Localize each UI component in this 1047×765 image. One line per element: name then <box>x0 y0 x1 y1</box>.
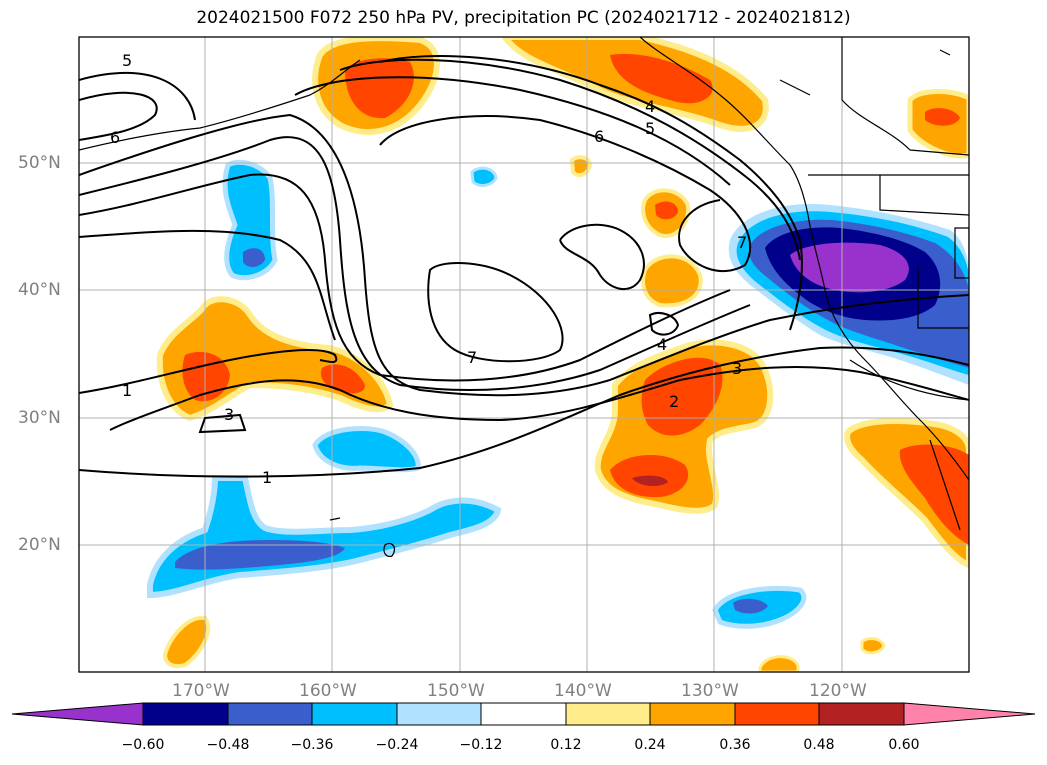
colorbar-tick: −0.24 <box>375 737 419 753</box>
lat-label: 50°N <box>18 153 61 173</box>
colorbar-tick: −0.60 <box>121 737 165 753</box>
contour-label: 1 <box>262 468 272 487</box>
contour-label: 4 <box>645 97 655 116</box>
graticule <box>79 37 969 672</box>
contour-label: 2 <box>669 392 679 411</box>
lat-label: 40°N <box>18 280 61 300</box>
contour-label: 3 <box>732 359 742 378</box>
contour-label: 5 <box>645 119 655 138</box>
lat-label: 20°N <box>18 535 61 555</box>
colorbar-tick: −0.36 <box>290 737 334 753</box>
colorbar <box>11 702 1036 726</box>
contour-label: 6 <box>110 128 120 147</box>
lon-label: 160°W <box>299 681 357 701</box>
lat-label: 30°N <box>18 408 61 428</box>
lon-label: 140°W <box>554 681 612 701</box>
contour-label: 1 <box>122 381 132 400</box>
colorbar-extend-min <box>11 702 144 726</box>
colorbar-tick: 0.24 <box>634 737 666 753</box>
map-title: 2024021500 F072 250 hPa PV, precipitatio… <box>196 8 851 28</box>
contour-label: 7 <box>737 233 747 252</box>
colorbar-extend-max <box>903 702 1036 726</box>
colorbar-tick: 0.60 <box>888 737 920 753</box>
colorbar-tick: −0.48 <box>206 737 250 753</box>
lon-label: 150°W <box>427 681 485 701</box>
contour-label: 5 <box>122 51 132 70</box>
contour-label: 4 <box>657 335 667 354</box>
map-border <box>78 36 970 673</box>
contour-label: 6 <box>594 127 604 146</box>
colorbar-tick: 0.12 <box>550 737 582 753</box>
contour-label: 3 <box>224 405 234 424</box>
colorbar-tick: −0.12 <box>459 737 503 753</box>
pv-contours <box>79 54 969 478</box>
lon-label: 170°W <box>172 681 230 701</box>
contour-label: 7 <box>467 348 477 367</box>
lon-label: 120°W <box>809 681 867 701</box>
colorbar-tick: 0.48 <box>803 737 835 753</box>
colorbar-tick: 0.36 <box>719 737 751 753</box>
precipitation-shading <box>147 37 969 672</box>
contour-labels: 5 6 4 5 6 7 1 3 7 4 3 2 1 <box>110 51 747 487</box>
lon-label: 130°W <box>681 681 739 701</box>
